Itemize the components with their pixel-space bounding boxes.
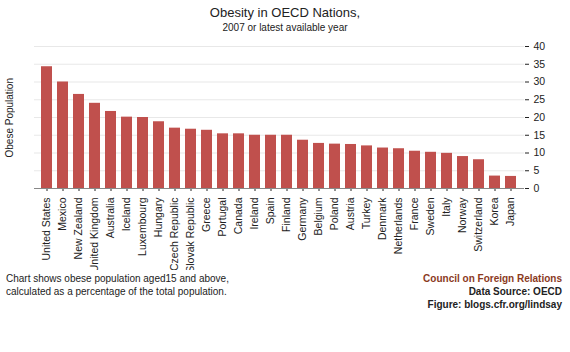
svg-text:New Zealand: New Zealand xyxy=(72,197,84,259)
svg-text:Ireland: Ireland xyxy=(248,197,260,229)
svg-text:Portugal: Portugal xyxy=(216,198,228,237)
svg-text:Sweden: Sweden xyxy=(424,197,436,235)
svg-text:Austria: Austria xyxy=(344,197,356,230)
svg-text:25: 25 xyxy=(534,93,546,105)
svg-text:Denmark: Denmark xyxy=(376,197,388,240)
html-text:Obesity in OECD Nations,: Obesity in OECD Nations, xyxy=(209,5,361,20)
html-text:Figure: blogs.cfr.org/lindsay: Figure: blogs.cfr.org/lindsay xyxy=(427,299,562,310)
svg-text:Switzerland: Switzerland xyxy=(472,197,484,251)
svg-text:40: 40 xyxy=(534,40,546,52)
svg-text:Netherlands: Netherlands xyxy=(392,198,404,255)
html-text:2007 or latest available year: 2007 or latest available year xyxy=(222,22,348,33)
svg-text:Australia: Australia xyxy=(104,197,116,238)
svg-text:Korea: Korea xyxy=(488,197,500,225)
svg-text:Mexico: Mexico xyxy=(56,197,68,230)
html-text:Obese Population: Obese Population xyxy=(3,78,15,158)
svg-text:Canada: Canada xyxy=(232,197,244,234)
svg-text:20: 20 xyxy=(534,111,546,123)
svg-text:15: 15 xyxy=(534,129,546,141)
svg-text:Norway: Norway xyxy=(456,197,468,233)
html-text:Data Source: OECD: Data Source: OECD xyxy=(468,286,562,297)
svg-text:Czech Republic: Czech Republic xyxy=(168,198,180,271)
svg-text:Finland: Finland xyxy=(280,197,292,232)
html-text:Council on Foreign Relations: Council on Foreign Relations xyxy=(423,273,562,284)
svg-text:Germany: Germany xyxy=(296,197,308,241)
svg-text:United Kingdom: United Kingdom xyxy=(88,197,100,270)
svg-text:Italy: Italy xyxy=(440,197,452,217)
svg-text:Belgium: Belgium xyxy=(312,197,324,235)
svg-text:10: 10 xyxy=(534,146,546,158)
svg-text:30: 30 xyxy=(534,75,546,87)
svg-text:Hungary: Hungary xyxy=(152,197,164,237)
svg-text:France: France xyxy=(408,197,420,230)
html-text:Chart shows obese population a: Chart shows obese population aged15 and … xyxy=(6,273,229,297)
svg-text:United States: United States xyxy=(40,198,52,261)
svg-text:Luxembourg: Luxembourg xyxy=(136,197,148,256)
svg-text:35: 35 xyxy=(534,58,546,70)
svg-text:Spain: Spain xyxy=(264,197,276,224)
svg-text:0: 0 xyxy=(534,182,540,194)
svg-text:Iceland: Iceland xyxy=(120,197,132,231)
svg-text:Japan: Japan xyxy=(504,197,516,226)
svg-text:Poland: Poland xyxy=(328,197,340,230)
svg-text:Turkey: Turkey xyxy=(360,197,372,229)
svg-text:Slovak Republic: Slovak Republic xyxy=(184,198,196,271)
svg-text:5: 5 xyxy=(534,164,540,176)
svg-text:Greece: Greece xyxy=(200,197,212,232)
